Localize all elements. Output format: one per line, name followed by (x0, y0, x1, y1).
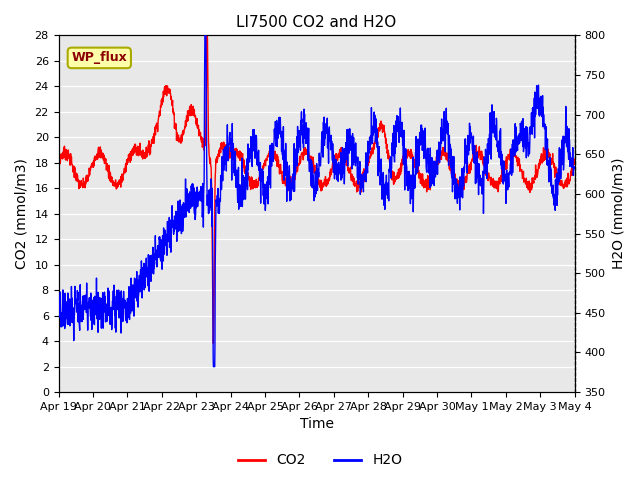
Text: WP_flux: WP_flux (72, 51, 127, 64)
Title: LI7500 CO2 and H2O: LI7500 CO2 and H2O (236, 15, 397, 30)
X-axis label: Time: Time (300, 418, 333, 432)
Y-axis label: CO2 (mmol/m3): CO2 (mmol/m3) (15, 158, 29, 269)
Y-axis label: H2O (mmol/m3): H2O (mmol/m3) (611, 158, 625, 269)
Legend: CO2, H2O: CO2, H2O (232, 448, 408, 473)
